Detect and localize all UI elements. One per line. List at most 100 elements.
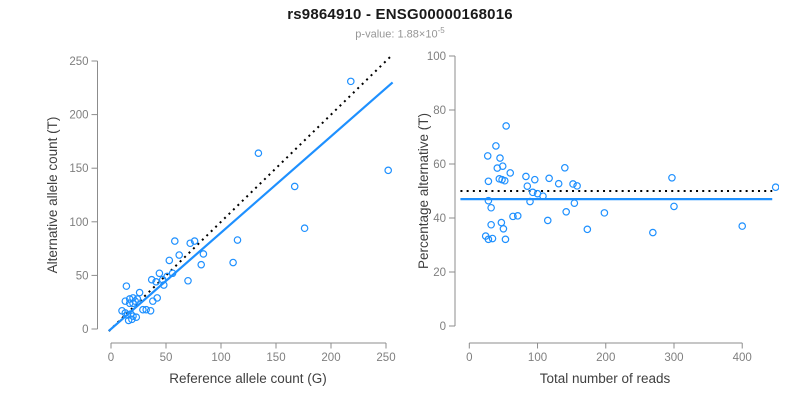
data-point bbox=[513, 212, 522, 220]
regression-line bbox=[108, 81, 394, 332]
x-tick-label: 250 bbox=[376, 352, 395, 364]
y-tick-label: 250 bbox=[69, 56, 88, 68]
data-point bbox=[123, 311, 132, 319]
plot-area-left bbox=[108, 53, 394, 332]
data-point bbox=[509, 212, 517, 221]
data-point bbox=[197, 260, 206, 269]
data-point bbox=[125, 299, 134, 308]
y-tick-label: 150 bbox=[69, 163, 88, 175]
data-point bbox=[670, 202, 678, 211]
data-point bbox=[570, 199, 579, 207]
y-axis-title: Alternative allele count (T) bbox=[45, 117, 60, 274]
data-point bbox=[573, 182, 581, 190]
data-point bbox=[492, 142, 500, 150]
x-axis-title: Total number of reads bbox=[540, 371, 671, 386]
data-point bbox=[649, 228, 657, 237]
data-point bbox=[483, 152, 492, 160]
data-point bbox=[522, 172, 530, 181]
data-point bbox=[543, 216, 552, 225]
data-point bbox=[488, 234, 497, 243]
data-point bbox=[484, 196, 493, 205]
x-tick-label: 100 bbox=[528, 352, 547, 364]
data-point bbox=[583, 225, 592, 234]
data-point bbox=[290, 182, 299, 191]
y-tick-label: 0 bbox=[440, 321, 446, 333]
data-point bbox=[738, 222, 747, 230]
data-point bbox=[133, 295, 142, 303]
data-point bbox=[487, 203, 495, 212]
data-point bbox=[168, 269, 177, 278]
y-tick-label: 40 bbox=[433, 213, 446, 225]
y-tick-label: 100 bbox=[69, 217, 88, 229]
x-tick-label: 0 bbox=[108, 352, 114, 364]
data-point bbox=[155, 269, 164, 278]
data-point bbox=[502, 122, 510, 130]
data-point bbox=[484, 177, 493, 186]
data-point bbox=[135, 288, 144, 297]
data-point bbox=[600, 209, 609, 217]
data-point bbox=[128, 315, 136, 324]
data-point bbox=[493, 164, 502, 172]
data-point bbox=[121, 309, 130, 317]
data-point bbox=[175, 251, 184, 259]
x-tick-label: 50 bbox=[160, 352, 173, 364]
data-point bbox=[160, 281, 168, 289]
data-point bbox=[124, 316, 133, 325]
data-point bbox=[531, 175, 539, 184]
data-point bbox=[384, 166, 393, 175]
data-point bbox=[526, 197, 534, 206]
data-point bbox=[127, 310, 135, 318]
data-point bbox=[554, 179, 563, 188]
data-point bbox=[186, 239, 195, 248]
data-point bbox=[528, 188, 537, 197]
y-tick-label: 20 bbox=[433, 267, 446, 279]
data-point bbox=[165, 256, 174, 265]
data-point bbox=[668, 173, 676, 182]
data-point bbox=[199, 250, 208, 258]
pvalue-exponent: -5 bbox=[437, 26, 445, 35]
data-point bbox=[171, 237, 179, 245]
pvalue-text: p-value: 1.88×10 bbox=[355, 28, 438, 41]
data-point bbox=[497, 218, 506, 227]
data-point bbox=[139, 305, 147, 314]
data-point bbox=[233, 236, 242, 244]
data-point bbox=[149, 297, 157, 305]
data-point bbox=[496, 154, 504, 162]
data-point bbox=[142, 305, 151, 314]
data-point bbox=[190, 237, 199, 245]
x-tick-label: 0 bbox=[466, 352, 472, 364]
x-tick-label: 300 bbox=[664, 352, 683, 364]
data-point bbox=[495, 175, 504, 183]
data-point bbox=[346, 77, 355, 86]
data-point bbox=[184, 276, 192, 285]
y-axis-title: Percentage alternative (T) bbox=[416, 113, 431, 269]
data-point bbox=[562, 207, 570, 216]
data-point bbox=[501, 235, 510, 244]
y-tick-label: 50 bbox=[76, 270, 89, 282]
data-point bbox=[146, 306, 155, 315]
data-point bbox=[545, 174, 553, 183]
y-tick-label: 60 bbox=[433, 159, 446, 171]
y-tick-label: 80 bbox=[433, 105, 446, 117]
data-point bbox=[129, 312, 137, 320]
data-point bbox=[506, 169, 515, 177]
data-point bbox=[481, 232, 490, 240]
data-point bbox=[153, 294, 162, 302]
data-point bbox=[569, 180, 577, 188]
x-tick-label: 150 bbox=[266, 352, 285, 364]
x-tick-label: 100 bbox=[211, 352, 230, 364]
data-point bbox=[771, 183, 779, 192]
data-point bbox=[147, 275, 156, 284]
data-point bbox=[152, 278, 160, 286]
data-point bbox=[229, 258, 237, 267]
data-point bbox=[523, 182, 532, 190]
x-axis-title: Reference allele count (G) bbox=[169, 371, 327, 386]
y-tick-label: 200 bbox=[69, 110, 88, 122]
x-tick-label: 200 bbox=[596, 352, 615, 364]
data-point bbox=[121, 297, 130, 305]
data-point bbox=[487, 220, 495, 229]
identity-line bbox=[108, 53, 394, 332]
data-point bbox=[129, 299, 137, 308]
